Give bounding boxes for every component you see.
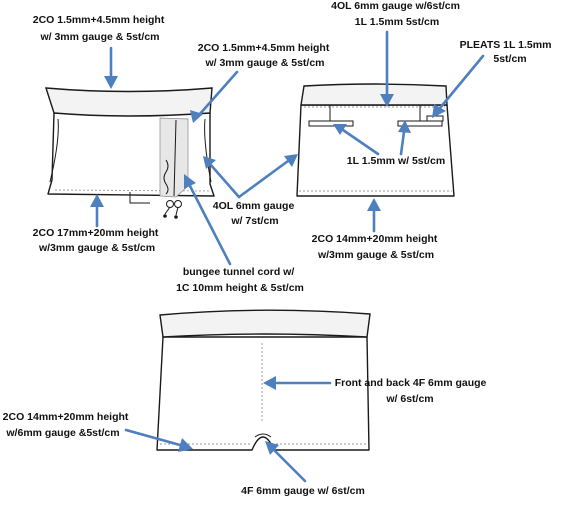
arrow-head bbox=[263, 376, 276, 390]
arrow-head bbox=[333, 124, 347, 135]
front-gathers bbox=[163, 159, 169, 195]
arrow-head bbox=[178, 438, 193, 452]
arrow-head bbox=[184, 174, 196, 189]
callout-overlock-seam: 4OL 6mm gauge w/ 7st/cm bbox=[213, 200, 297, 227]
arrow-head bbox=[398, 120, 411, 133]
shorts-crotch-detail bbox=[254, 433, 272, 438]
front-skort bbox=[45, 87, 215, 219]
arrow-head bbox=[203, 156, 216, 169]
callout-short-inseam: 4F 6mm gauge w/ 6st/cm bbox=[241, 485, 365, 497]
arrow-overlock-front bbox=[208, 162, 241, 199]
callout-front-hem: 2CO 17mm+20mm height w/3mm gauge & 5st/c… bbox=[33, 227, 162, 254]
arrow-short-hem bbox=[124, 428, 182, 447]
callout-back-pleat-topstitch: 1L 1.5mm w/ 5st/cm bbox=[347, 155, 445, 167]
shorts-waistband bbox=[159, 309, 371, 338]
back-waistband bbox=[300, 83, 448, 106]
arrow-head bbox=[104, 76, 118, 89]
front-right-pocket bbox=[204, 118, 212, 183]
callout-front-waist-top: 2CO 1.5mm+4.5mm height w/ 3mm gauge & 5s… bbox=[33, 14, 168, 43]
callout-short-center-seam: Front and back 4F 6mm gauge w/ 6st/cm bbox=[335, 377, 490, 405]
arrow-head bbox=[90, 194, 104, 207]
callout-pleats: PLEATS 1L 1.5mm 5st/cm bbox=[460, 39, 555, 65]
callout-arrows bbox=[90, 30, 485, 483]
arrow-overlock-back bbox=[237, 159, 290, 199]
front-short-liner-edge bbox=[129, 192, 150, 204]
shorts bbox=[156, 309, 371, 451]
arrow-head bbox=[265, 441, 279, 455]
callout-tunnel-cord: bungee tunnel cord w/ 1C 10mm height & 5… bbox=[176, 266, 304, 294]
front-left-pocket bbox=[49, 118, 59, 183]
arrow-front-waist-side bbox=[197, 70, 239, 117]
back-skort bbox=[296, 83, 455, 197]
arrow-head bbox=[190, 110, 203, 123]
shorts-body bbox=[156, 336, 370, 451]
callout-front-waist-side: 2CO 1.5mm+4.5mm height w/ 3mm gauge & 5s… bbox=[198, 42, 333, 69]
callout-short-hem: 2CO 14mm+20mm height w/6mm gauge &5st/cm bbox=[3, 411, 132, 439]
back-yoke-darts bbox=[329, 105, 421, 121]
arrow-short-inseam bbox=[272, 448, 307, 483]
arrow-pleats bbox=[438, 54, 485, 110]
front-waistband bbox=[45, 87, 213, 117]
back-left-pleat bbox=[308, 120, 354, 127]
arrow-head bbox=[380, 94, 394, 107]
arrow-pleat-left bbox=[341, 128, 380, 156]
drawcord bbox=[163, 200, 182, 219]
front-tunnel-line bbox=[173, 119, 177, 197]
arrow-head bbox=[432, 104, 446, 118]
callout-back-hem: 2CO 14mm+20mm height w/3mm gauge & 5st/c… bbox=[312, 233, 441, 261]
arrow-pleat-right bbox=[399, 130, 406, 156]
arrow-head bbox=[284, 154, 298, 167]
callout-back-waist: 4OL 6mm gauge w/6st/cm 1L 1.5mm 5st/cm bbox=[331, 0, 463, 28]
back-skort-body bbox=[296, 104, 455, 197]
arrow-tunnel-cord bbox=[188, 184, 232, 266]
arrow-head bbox=[367, 198, 381, 211]
front-overlap-panel bbox=[159, 117, 189, 198]
